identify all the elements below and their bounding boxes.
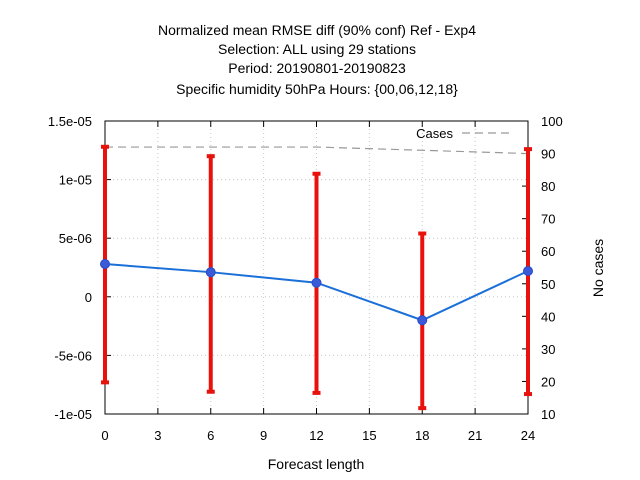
title-line-4: Specific humidity 50hPa Hours: {00,06,12…: [176, 81, 458, 97]
x-tick-label: 9: [260, 428, 267, 443]
cases-series: [105, 146, 529, 155]
y-tick-label: 1.5e-05: [48, 114, 92, 129]
x-tick-label: 21: [468, 428, 482, 443]
x-tick-label: 12: [309, 428, 323, 443]
title-line-1: Normalized mean RMSE diff (90% conf) Ref…: [158, 22, 476, 38]
data-point: [417, 315, 428, 326]
cases-line: [105, 146, 529, 155]
y2-tick-labels: 100 90 80 70 60 50 40 30 20 10: [541, 114, 563, 422]
y-tick-label: -5e-06: [54, 348, 92, 363]
x-tick-label: 18: [415, 428, 429, 443]
data-point: [205, 267, 216, 278]
y-tick-labels: 1.5e-05 1e-05 5e-06 0 -5e-06 -1e-05: [48, 114, 92, 422]
y-tick-label: 5e-06: [59, 231, 92, 246]
data-point: [100, 258, 110, 269]
error-bars: [101, 144, 532, 411]
title-line-3: Period: 20190801-20190823: [228, 60, 406, 76]
mean-diff-series: [100, 258, 533, 326]
y2-tick-label: 80: [541, 179, 555, 194]
x-tick-label: 3: [154, 428, 161, 443]
tick-marks: [104, 120, 529, 415]
y2-tick-label: 90: [541, 147, 555, 162]
data-point: [523, 266, 533, 277]
data-point: [311, 277, 322, 288]
y-tick-label: 1e-05: [59, 173, 92, 188]
y-tick-label: 0: [85, 290, 92, 305]
y2-tick-label: 10: [541, 407, 555, 422]
y2-tick-label: 20: [541, 374, 555, 389]
chart-title: Normalized mean RMSE diff (90% conf) Ref…: [158, 22, 476, 97]
y2-axis-label: No cases: [590, 239, 606, 297]
y2-tick-label: 60: [541, 244, 555, 259]
y2-tick-label: 70: [541, 212, 555, 227]
legend: Cases: [416, 126, 513, 141]
x-axis-label: Forecast length: [268, 456, 365, 472]
x-tick-label: 0: [101, 428, 108, 443]
x-tick-label: 6: [207, 428, 214, 443]
y-tick-label: -1e-05: [54, 407, 92, 422]
y2-tick-label: 40: [541, 309, 555, 324]
x-tick-label: 15: [362, 428, 376, 443]
legend-label-cases: Cases: [416, 126, 453, 141]
y2-tick-label: 100: [541, 114, 563, 129]
y2-tick-label: 50: [541, 277, 555, 292]
x-tick-label: 24: [521, 428, 535, 443]
x-tick-labels: 0 3 6 9 12 15 18 21 24: [101, 428, 535, 443]
title-line-2: Selection: ALL using 29 stations: [218, 41, 416, 57]
y2-tick-label: 30: [541, 342, 555, 357]
